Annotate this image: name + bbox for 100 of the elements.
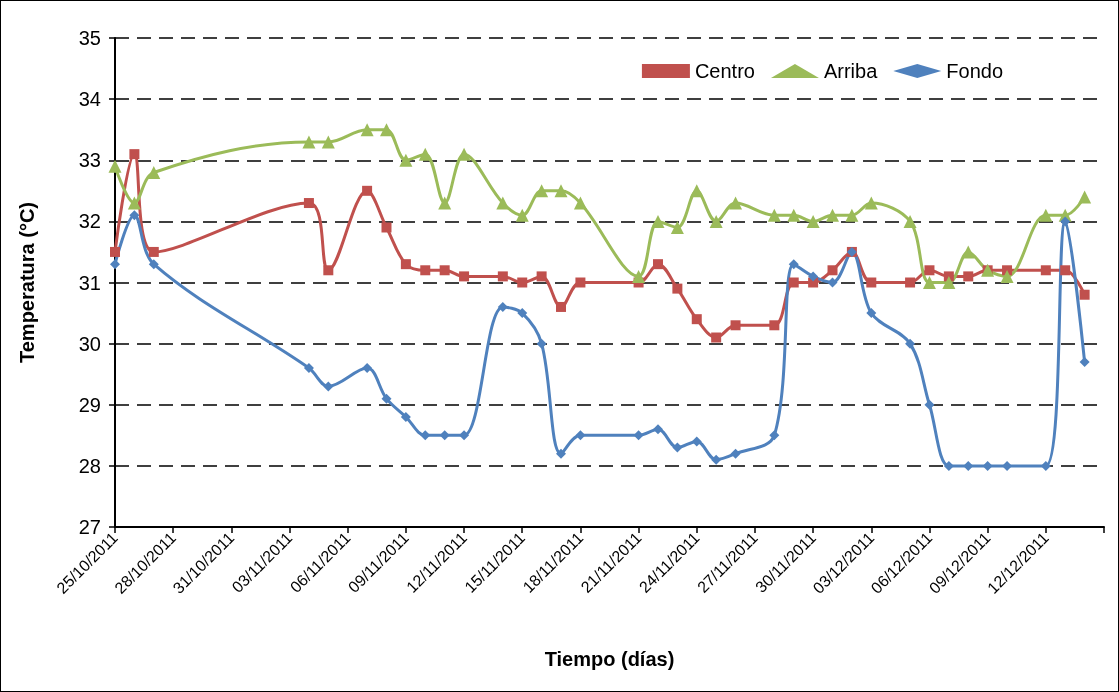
point <box>517 277 528 288</box>
point <box>573 196 587 210</box>
point <box>302 135 316 149</box>
point <box>536 338 547 349</box>
point <box>711 454 722 465</box>
point <box>496 196 510 210</box>
point <box>1060 216 1071 227</box>
point <box>845 208 859 222</box>
point <box>672 442 683 453</box>
point <box>924 399 935 410</box>
point <box>922 276 936 289</box>
point <box>459 271 470 282</box>
y-tick-label: 31 <box>78 271 101 294</box>
x-axis-title: Tiempo (días) <box>544 648 675 670</box>
point <box>709 214 723 228</box>
point <box>827 277 838 288</box>
point <box>554 184 568 198</box>
point <box>769 430 780 441</box>
point <box>515 208 529 222</box>
point <box>148 259 159 270</box>
point <box>536 271 547 282</box>
point <box>323 381 334 392</box>
point <box>1039 208 1053 222</box>
point <box>787 208 801 222</box>
point <box>323 265 334 276</box>
point <box>982 460 993 471</box>
point <box>110 259 120 270</box>
point <box>1060 265 1071 276</box>
point <box>1078 190 1092 204</box>
point <box>711 332 722 343</box>
y-axis-title: Temperatura (°C) <box>16 202 38 363</box>
point <box>379 123 393 137</box>
point <box>690 184 704 198</box>
point <box>127 196 141 210</box>
point <box>110 246 120 257</box>
point <box>129 149 140 160</box>
point <box>729 196 743 210</box>
point <box>826 208 840 222</box>
point <box>535 184 549 198</box>
point <box>439 430 450 441</box>
point <box>362 363 373 374</box>
point <box>730 320 741 331</box>
point <box>381 222 392 233</box>
point <box>129 210 140 221</box>
point <box>420 430 431 441</box>
point <box>905 338 916 349</box>
legend-label: Fondo <box>946 60 1004 82</box>
point <box>362 185 373 196</box>
point <box>769 320 780 331</box>
point <box>670 220 684 234</box>
point <box>806 214 820 228</box>
point <box>400 411 411 422</box>
point <box>767 208 781 222</box>
point <box>303 198 314 209</box>
point <box>1079 289 1090 300</box>
point <box>652 424 663 435</box>
y-tick-label: 30 <box>78 332 101 355</box>
point <box>808 271 819 282</box>
point <box>632 269 646 283</box>
point <box>148 246 159 257</box>
y-tick-label: 29 <box>78 393 101 416</box>
point <box>438 196 452 210</box>
point <box>497 301 508 312</box>
point <box>1000 269 1014 283</box>
point <box>963 271 974 282</box>
point <box>652 259 663 270</box>
point <box>303 363 314 374</box>
point <box>556 448 567 459</box>
y-tick-label: 32 <box>78 210 101 233</box>
point <box>517 308 528 319</box>
point <box>672 283 683 294</box>
point <box>1040 265 1051 276</box>
point <box>905 277 916 288</box>
y-tick-label: 35 <box>78 27 101 49</box>
y-tick-label: 28 <box>78 454 101 477</box>
point <box>691 436 702 447</box>
point <box>360 123 374 137</box>
point <box>903 214 917 228</box>
point <box>575 277 586 288</box>
point <box>381 393 392 404</box>
point <box>651 214 665 228</box>
legend-label: Centro <box>694 60 755 82</box>
point <box>400 259 411 270</box>
point <box>497 271 508 282</box>
point <box>942 276 956 289</box>
point <box>866 277 877 288</box>
point <box>1079 356 1090 367</box>
y-tick-label: 27 <box>78 516 101 538</box>
point <box>457 147 471 161</box>
point <box>730 448 741 459</box>
point <box>924 265 935 276</box>
point <box>691 314 702 325</box>
point <box>147 165 161 179</box>
point <box>788 259 799 270</box>
point <box>439 265 450 276</box>
point <box>321 135 335 149</box>
y-tick-label: 34 <box>78 88 101 111</box>
point <box>864 196 878 210</box>
point <box>633 430 644 441</box>
legend-label: Arriba <box>823 60 879 82</box>
